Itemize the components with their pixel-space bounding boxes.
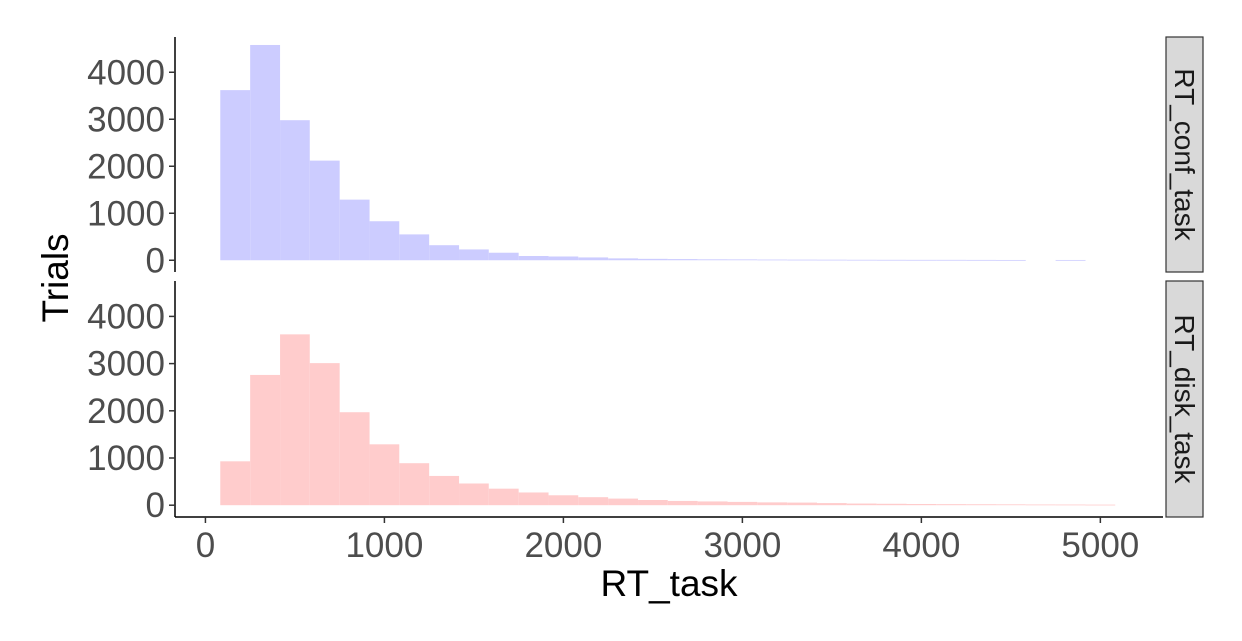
bar-rt-conf-task-24 <box>936 259 967 261</box>
bar-rt-disk-task-11 <box>548 495 579 506</box>
bar-rt-disk-task-23 <box>906 504 937 506</box>
y-tick-label-rt-conf-task-0: 0 <box>146 241 165 280</box>
x-tick-label-1000: 1000 <box>345 526 423 565</box>
bar-rt-conf-task-15 <box>667 259 698 261</box>
bar-rt-disk-task-6 <box>399 463 430 506</box>
bar-rt-conf-task-16 <box>697 259 728 261</box>
bar-rt-disk-task-17 <box>727 501 758 506</box>
bar-rt-disk-task-7 <box>429 475 460 506</box>
strip-rt-conf-task <box>1165 36 1204 273</box>
bar-rt-disk-task-22 <box>876 503 907 506</box>
bar-rt-conf-task-2 <box>280 120 310 261</box>
x-tick-label-4000: 4000 <box>882 526 960 565</box>
bar-rt-disk-task-21 <box>846 503 877 506</box>
bar-rt-conf-task-17 <box>727 259 758 261</box>
bar-rt-conf-task-14 <box>638 258 668 261</box>
x-tick-label-0: 0 <box>196 526 215 565</box>
y-tick-label-rt-conf-task-3000: 3000 <box>87 100 165 139</box>
bar-rt-conf-task-11 <box>548 256 579 261</box>
bar-rt-disk-task-19 <box>787 502 818 506</box>
bar-rt-conf-task-22 <box>876 259 907 261</box>
bar-rt-conf-task-1 <box>250 44 281 261</box>
bar-rt-conf-task-28 <box>1055 259 1086 261</box>
bar-rt-disk-task-16 <box>697 501 728 506</box>
strip-label-rt-disk-task: RT_disk_task <box>1169 314 1200 484</box>
bar-rt-disk-task-29 <box>1085 504 1116 506</box>
bar-rt-disk-task-3 <box>309 363 340 506</box>
bar-rt-disk-task-26 <box>996 504 1026 506</box>
bar-rt-disk-task-9 <box>488 488 519 506</box>
bar-rt-conf-task-7 <box>429 245 460 261</box>
y-tick-label-rt-conf-task-1000: 1000 <box>87 194 165 233</box>
y-tick-label-rt-conf-task-4000: 4000 <box>87 53 165 92</box>
bar-rt-conf-task-10 <box>518 256 549 261</box>
bar-rt-disk-task-1 <box>250 374 281 506</box>
panel-rt-conf-task: 0 1000 2000 3000 4000 RT_conf_task <box>87 36 1204 280</box>
bar-rt-conf-task-25 <box>966 259 997 261</box>
bar-rt-conf-task-18 <box>757 259 788 261</box>
bar-rt-disk-task-0 <box>220 461 251 506</box>
bar-rt-conf-task-20 <box>817 259 847 261</box>
x-axis: 0 1000 2000 3000 4000 5000 <box>175 516 1163 565</box>
bar-rt-disk-task-5 <box>369 444 400 506</box>
bar-rt-disk-task-24 <box>936 504 967 506</box>
strip-label-rt-conf-task: RT_conf_task <box>1169 68 1200 241</box>
bar-rt-conf-task-8 <box>459 249 489 261</box>
y-axis-title: Trials <box>35 233 76 322</box>
x-axis-title: RT_task <box>600 563 738 604</box>
bar-rt-conf-task-19 <box>787 259 818 261</box>
bar-rt-disk-task-27 <box>1025 504 1056 506</box>
bar-rt-conf-task-12 <box>578 257 609 261</box>
bar-rt-disk-task-8 <box>459 483 489 506</box>
bar-rt-conf-task-26 <box>996 259 1026 261</box>
bar-rt-disk-task-18 <box>757 502 788 506</box>
bar-rt-disk-task-25 <box>966 504 997 506</box>
bar-rt-conf-task-6 <box>399 234 430 261</box>
bar-rt-disk-task-15 <box>667 500 698 506</box>
bar-rt-conf-task-0 <box>220 90 251 261</box>
panels-layer: 0 1000 2000 3000 4000 RT_conf_task 0 1000 2000 30… <box>87 36 1204 525</box>
bar-rt-disk-task-10 <box>518 492 549 506</box>
y-tick-label-rt-disk-task-2000: 2000 <box>87 392 165 431</box>
y-tick-label-rt-conf-task-2000: 2000 <box>87 147 165 186</box>
y-tick-label-rt-disk-task-4000: 4000 <box>87 297 165 336</box>
bar-rt-conf-task-4 <box>339 199 370 261</box>
panel-rt-disk-task: 0 1000 2000 3000 4000 RT_disk_task <box>87 280 1204 525</box>
bar-rt-disk-task-13 <box>608 498 639 506</box>
bar-rt-disk-task-12 <box>578 497 609 506</box>
x-tick-label-3000: 3000 <box>703 526 781 565</box>
strip-rt-disk-task <box>1165 280 1204 518</box>
y-tick-label-rt-disk-task-1000: 1000 <box>87 439 165 478</box>
bar-rt-disk-task-2 <box>280 334 310 506</box>
bar-rt-conf-task-23 <box>906 259 937 261</box>
bar-rt-disk-task-4 <box>339 412 370 506</box>
bar-rt-conf-task-3 <box>309 160 340 261</box>
bar-rt-conf-task-5 <box>369 221 400 261</box>
bar-rt-conf-task-21 <box>846 259 877 261</box>
x-tick-label-5000: 5000 <box>1061 526 1139 565</box>
y-tick-label-rt-disk-task-0: 0 <box>146 486 165 525</box>
bar-rt-disk-task-28 <box>1055 504 1086 506</box>
bar-rt-conf-task-9 <box>488 252 519 261</box>
bar-rt-disk-task-20 <box>817 503 847 506</box>
bar-rt-disk-task-14 <box>638 500 668 506</box>
bar-rt-conf-task-13 <box>608 258 639 261</box>
y-tick-label-rt-disk-task-3000: 3000 <box>87 345 165 384</box>
x-tick-label-2000: 2000 <box>524 526 602 565</box>
